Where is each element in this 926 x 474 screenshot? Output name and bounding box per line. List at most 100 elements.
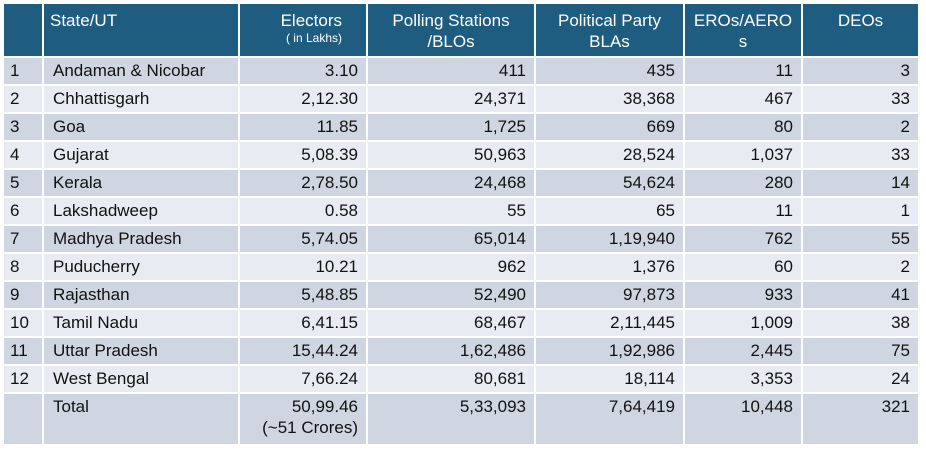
row-eros: 11: [685, 198, 803, 226]
row-electors: 5,08.39: [240, 142, 368, 170]
header-eros-aeros: EROs/AERO s: [685, 4, 803, 58]
row-bla: 1,376: [536, 254, 685, 282]
row-state: Andaman & Nicobar: [44, 58, 240, 86]
table-row: 3 Goa 11.85 1,725 669 80 2: [4, 114, 918, 142]
total-polling: 5,33,093: [368, 394, 536, 446]
row-deos: 24: [803, 366, 918, 394]
row-eros: 60: [685, 254, 803, 282]
row-polling: 55: [368, 198, 536, 226]
row-state: Uttar Pradesh: [44, 338, 240, 366]
total-electors-value: 50,99.46: [291, 397, 358, 416]
table-row: 8 Puducherry 10.21 962 1,376 60 2: [4, 254, 918, 282]
total-row: Total 50,99.46 (~51 Crores) 5,33,093 7,6…: [4, 394, 918, 446]
row-bla: 38,368: [536, 86, 685, 114]
row-state: Goa: [44, 114, 240, 142]
row-deos: 14: [803, 170, 918, 198]
row-polling: 24,468: [368, 170, 536, 198]
row-deos: 55: [803, 226, 918, 254]
row-bla: 1,19,940: [536, 226, 685, 254]
row-polling: 68,467: [368, 310, 536, 338]
row-index: 1: [4, 58, 44, 86]
table-row: 2 Chhattisgarh 2,12.30 24,371 38,368 467…: [4, 86, 918, 114]
row-bla: 2,11,445: [536, 310, 685, 338]
row-index: 10: [4, 310, 44, 338]
row-electors: 10.21: [240, 254, 368, 282]
row-eros: 1,009: [685, 310, 803, 338]
table-row: 4 Gujarat 5,08.39 50,963 28,524 1,037 33: [4, 142, 918, 170]
header-electors-label: Electors: [280, 11, 342, 30]
table-row: 9 Rajasthan 5,48.85 52,490 97,873 933 41: [4, 282, 918, 310]
row-polling: 52,490: [368, 282, 536, 310]
row-bla: 435: [536, 58, 685, 86]
table-body: 1 Andaman & Nicobar 3.10 411 435 11 3 2 …: [4, 58, 918, 446]
table-row: 10 Tamil Nadu 6,41.15 68,467 2,11,445 1,…: [4, 310, 918, 338]
row-deos: 41: [803, 282, 918, 310]
row-deos: 2: [803, 114, 918, 142]
total-electors-note: (~51 Crores): [262, 418, 358, 437]
row-deos: 3: [803, 58, 918, 86]
row-bla: 54,624: [536, 170, 685, 198]
row-state: Tamil Nadu: [44, 310, 240, 338]
header-eros-line1: EROs/AERO: [693, 11, 793, 30]
row-deos: 38: [803, 310, 918, 338]
header-electors-unit: ( in Lakhs): [285, 31, 342, 45]
row-index: 3: [4, 114, 44, 142]
row-state: Puducherry: [44, 254, 240, 282]
row-eros: 280: [685, 170, 803, 198]
header-political-party-blas: Political Party BLAs: [536, 4, 685, 58]
row-electors: 2,12.30: [240, 86, 368, 114]
total-index: [4, 394, 44, 446]
row-eros: 2,445: [685, 338, 803, 366]
row-eros: 1,037: [685, 142, 803, 170]
row-index: 5: [4, 170, 44, 198]
row-index: 4: [4, 142, 44, 170]
row-electors: 5,48.85: [240, 282, 368, 310]
table-header: State/UT Electors ( in Lakhs) Polling St…: [4, 4, 918, 58]
row-state: Chhattisgarh: [44, 86, 240, 114]
row-deos: 33: [803, 142, 918, 170]
row-polling: 65,014: [368, 226, 536, 254]
header-row: State/UT Electors ( in Lakhs) Polling St…: [4, 4, 918, 58]
row-polling: 962: [368, 254, 536, 282]
row-eros: 11: [685, 58, 803, 86]
row-electors: 0.58: [240, 198, 368, 226]
row-index: 7: [4, 226, 44, 254]
row-index: 6: [4, 198, 44, 226]
table-row: 12 West Bengal 7,66.24 80,681 18,114 3,3…: [4, 366, 918, 394]
row-polling: 1,725: [368, 114, 536, 142]
table-row: 7 Madhya Pradesh 5,74.05 65,014 1,19,940…: [4, 226, 918, 254]
electoral-data-table-container: State/UT Electors ( in Lakhs) Polling St…: [4, 4, 918, 446]
table-row: 6 Lakshadweep 0.58 55 65 11 1: [4, 198, 918, 226]
row-electors: 11.85: [240, 114, 368, 142]
header-bla-line2: BLAs: [589, 32, 630, 51]
row-deos: 75: [803, 338, 918, 366]
row-state: Kerala: [44, 170, 240, 198]
header-deos: DEOs: [803, 4, 918, 58]
row-index: 8: [4, 254, 44, 282]
row-bla: 97,873: [536, 282, 685, 310]
row-index: 11: [4, 338, 44, 366]
row-state: Gujarat: [44, 142, 240, 170]
row-bla: 18,114: [536, 366, 685, 394]
row-bla: 1,92,986: [536, 338, 685, 366]
total-eros: 10,448: [685, 394, 803, 446]
table-row: 11 Uttar Pradesh 15,44.24 1,62,486 1,92,…: [4, 338, 918, 366]
row-deos: 2: [803, 254, 918, 282]
row-eros: 3,353: [685, 366, 803, 394]
header-polling-stations: Polling Stations /BLOs: [368, 4, 536, 58]
row-electors: 2,78.50: [240, 170, 368, 198]
total-bla: 7,64,419: [536, 394, 685, 446]
row-eros: 933: [685, 282, 803, 310]
row-deos: 33: [803, 86, 918, 114]
row-polling: 24,371: [368, 86, 536, 114]
row-state: Rajasthan: [44, 282, 240, 310]
row-eros: 80: [685, 114, 803, 142]
total-label: Total: [44, 394, 240, 446]
total-electors: 50,99.46 (~51 Crores): [240, 394, 368, 446]
row-bla: 669: [536, 114, 685, 142]
row-state: West Bengal: [44, 366, 240, 394]
row-polling: 50,963: [368, 142, 536, 170]
row-electors: 7,66.24: [240, 366, 368, 394]
row-eros: 467: [685, 86, 803, 114]
row-index: 9: [4, 282, 44, 310]
